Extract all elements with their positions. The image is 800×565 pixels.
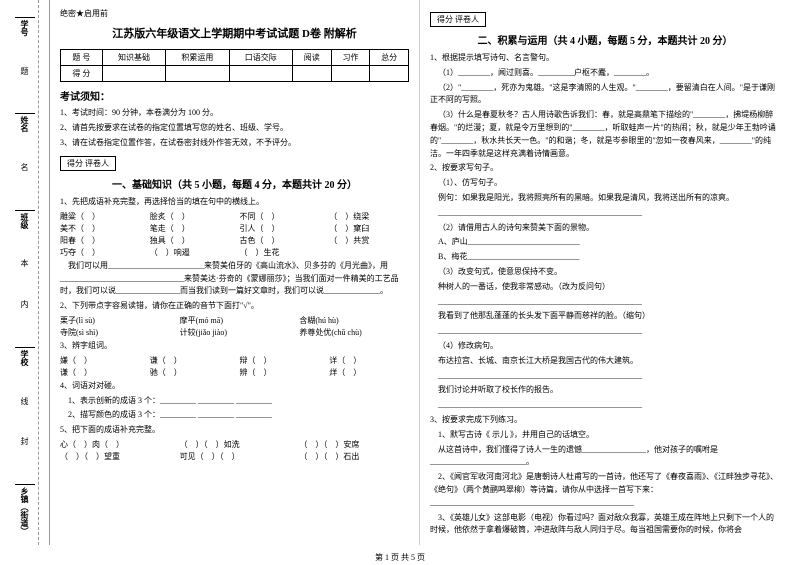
q2-1-stem: 1、根据提示填写诗句、名言警句。 xyxy=(430,52,780,65)
q1-row: 美不（ ）笔走（ ）引人（ ）（ ）窠臼 xyxy=(60,223,409,234)
table-row: 得 分 xyxy=(61,66,409,82)
q3-row: 谦（ ）驰（ ）辨（ ）烊（ ） xyxy=(60,367,409,378)
q2-2-item: ________________________________________… xyxy=(430,399,780,412)
q2-2-item: ________________________________________… xyxy=(430,325,780,338)
binding-gutter: 学号 题 姓名 名 班级 本 内 学校 线 封 乡镇（街道） xyxy=(0,0,50,545)
gutter-label-2: 班级 xyxy=(15,203,35,229)
q2-stem: 2、下列带点字容易读错，请你在正确的音节下面打"√"。 xyxy=(60,300,409,313)
section2-title: 二、积累与运用（共 4 小题，每题 5 分，本题共计 20 分） xyxy=(430,32,780,47)
q1-row: 阳春（ ）独具（ ）古色（ ）（ ）共赏 xyxy=(60,235,409,246)
th: 总分 xyxy=(370,50,409,66)
td xyxy=(229,66,292,82)
td xyxy=(331,66,370,82)
score-box: 得分 评卷人 xyxy=(430,12,486,27)
q2-2-item: ________________________________________… xyxy=(430,207,780,220)
secret-label: 绝密★启用前 xyxy=(60,8,409,19)
q2-2-item: （3）改变句式，使意思保持不变。 xyxy=(430,266,780,279)
q1-row: 巧夺（ ）（ ）响遏（ ）生花 xyxy=(60,247,409,258)
left-column: 绝密★启用前 江苏版六年级语文上学期期中考试试题 D卷 附解析 题 号 知识基础… xyxy=(50,0,420,545)
q2-1-item: （2）"________，死亦为鬼雄。"这是李清照的人生观。"________，… xyxy=(430,82,780,108)
q2-3-item: 从这首诗中，我们懂得了诗人一生的遗憾________________，他对孩子的… xyxy=(430,444,780,470)
q2-3-item: 2、《闻官军收河南河北》是唐朝诗人杜甫写的一首诗，他还写了《春夜喜雨》、《江畔独… xyxy=(430,471,780,509)
gutter-mark-0: 题 xyxy=(21,66,29,77)
gutter-label-0: 学号 xyxy=(15,10,35,36)
notice-item: 3、请在试卷指定位置作答，在试卷密封线外作答无效，不予评分。 xyxy=(60,137,409,149)
dashed-line xyxy=(38,0,39,545)
td: 得 分 xyxy=(61,66,103,82)
notice-block: 考试须知： 1、考试时间：90 分钟，本卷满分为 100 分。 2、请首先按要求… xyxy=(60,88,409,149)
q2-2-item: ________________________________________… xyxy=(430,370,780,383)
q2-2-item: 例句：如果我是阳光，我将照亮所有的黑暗。如果我是清风，我将送出所有的凉爽。 xyxy=(430,192,780,205)
q2-1-item: （1）________，闻过则喜。_________户枢不蠹，________。 xyxy=(430,67,780,80)
right-column: 得分 评卷人 二、积累与运用（共 4 小题，每题 5 分，本题共计 20 分） … xyxy=(420,0,790,545)
gutter-mark-3: 内 xyxy=(21,299,29,310)
th: 习作 xyxy=(331,50,370,66)
q3-row: 嫌（ ）谦（ ）辩（ ）详（ ） xyxy=(60,355,409,366)
q2-2-item: 我们讨论并听取了校长作的报告。 xyxy=(430,384,780,397)
q1-row: 雕粱（ ）脍炙（ ）不同（ ）（ ）绕梁 xyxy=(60,211,409,222)
q5-row: 心（ ）肉（ ）（ ）（ ）如洗（ ）（ ）安席 xyxy=(60,439,409,450)
th: 阅读 xyxy=(292,50,331,66)
gutter-mark-2: 本 xyxy=(21,258,29,269)
q2-2-item: （2）请借用古人的诗句来赞美下面的景物。 xyxy=(430,222,780,235)
q5-row: （ ）（ ）望重可见（ ）（ ）（ ）（ ）石出 xyxy=(60,451,409,462)
paper-title: 江苏版六年级语文上学期期中考试试题 D卷 附解析 xyxy=(60,25,409,41)
q2-2-item: 种树人的一番话，使我非常感动。（改为反问句） xyxy=(430,281,780,294)
q2-2-item: （4）修改病句。 xyxy=(430,340,780,353)
td xyxy=(102,66,165,82)
q2-3-stem: 3、按要求完成下列练习。 xyxy=(430,414,780,427)
gutter-label-4: 乡镇（街道） xyxy=(15,477,35,535)
gutter-mark-1: 名 xyxy=(21,162,29,173)
gutter-mark-5: 封 xyxy=(21,436,29,447)
score-box: 得分 评卷人 xyxy=(60,156,116,171)
page: 学号 题 姓名 名 班级 本 内 学校 线 封 乡镇（街道） 绝密★启用前 江苏… xyxy=(0,0,800,545)
q2-2-item: 我看到了他那乱蓬蓬的长头发下面平静而慈祥的脸。（缩句） xyxy=(430,310,780,323)
content-area: 绝密★启用前 江苏版六年级语文上学期期中考试试题 D卷 附解析 题 号 知识基础… xyxy=(50,0,800,545)
section1-title: 一、基础知识（共 5 小题，每题 4 分，本题共计 20 分） xyxy=(60,176,409,191)
th: 知识基础 xyxy=(102,50,165,66)
th: 口语交际 xyxy=(229,50,292,66)
q1-stem: 1、先把成语补充完整，再选择恰当的填在句中的横线上。 xyxy=(60,196,409,209)
q2-2-stem: 2、按要求写句子。 xyxy=(430,162,780,175)
q2-3-item: 3、《英雄儿女》这部电影（电视）你看过吗？面对敌众我寡，英雄王成在阵地上只剩下一… xyxy=(430,512,780,538)
q2-2-item: A、庐山____________________________ xyxy=(430,236,780,249)
q5-stem: 5、把下面的成语补充完整。 xyxy=(60,424,409,437)
notice-item: 1、考试时间：90 分钟，本卷满分为 100 分。 xyxy=(60,107,409,119)
q3-stem: 3、辨字组词。 xyxy=(60,340,409,353)
q2-2-item: 布达拉宫、长城、南京长江大桥是我国古代的伟大建筑。 xyxy=(430,355,780,368)
q2-row: 寺院(sì shì)计较(jiǎo jiào)养尊处优(chǔ chù) xyxy=(60,327,409,338)
gutter-label-3: 学校 xyxy=(15,340,35,366)
table-row: 题 号 知识基础 积累运用 口语交际 阅读 习作 总分 xyxy=(61,50,409,66)
notice-item: 2、请首先按要求在试卷的指定位置填写您的姓名、班级、学号。 xyxy=(60,122,409,134)
q2-2-item: B、梅花____________________________ xyxy=(430,251,780,264)
page-footer: 第 1 页 共 5 页 xyxy=(0,552,800,563)
td xyxy=(370,66,409,82)
q4-item: 2、描写颜色的成语 3 个：_________ _________ ______… xyxy=(60,409,409,422)
q2-1-item: （3）什么是春夏秋冬？古人用诗歌告诉我们：春，就是高鼎笔下描绘的"_______… xyxy=(430,109,780,160)
td xyxy=(166,66,229,82)
notice-title: 考试须知： xyxy=(60,88,409,103)
q2-3-item: 1、默写古诗《 示儿 》，并用自己的话填空。 xyxy=(430,429,780,442)
q2-2-item: ________________________________________… xyxy=(430,296,780,309)
q4-item: 1、表示创新的成语 3 个：_________ _________ ______… xyxy=(60,395,409,408)
score-table: 题 号 知识基础 积累运用 口语交际 阅读 习作 总分 得 分 xyxy=(60,49,409,82)
gutter-mark-4: 线 xyxy=(21,396,29,407)
q2-row: 栗子(lì sù)摩平(mó mā)含糊(hú hù) xyxy=(60,315,409,326)
q2-2-item: （1）、仿写句子。 xyxy=(430,177,780,190)
td xyxy=(292,66,331,82)
q4-stem: 4、词语对对碰。 xyxy=(60,380,409,393)
th: 题 号 xyxy=(61,50,103,66)
gutter-label-1: 姓名 xyxy=(15,106,35,132)
q1-text: 我们可以用________________________来赞美伯牙的《高山流水… xyxy=(60,260,409,298)
th: 积累运用 xyxy=(166,50,229,66)
